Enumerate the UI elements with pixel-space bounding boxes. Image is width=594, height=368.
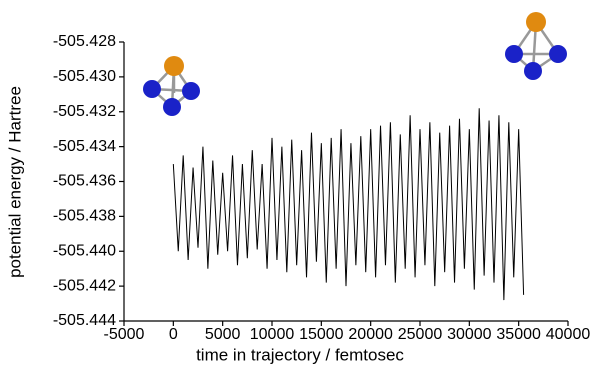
x-tick-label: 10000: [250, 326, 295, 343]
y-tick-label: -505.436: [53, 173, 116, 190]
x-tick-label: 0: [169, 326, 178, 343]
y-axis-label: potential energy / Hartree: [5, 86, 24, 278]
molecule-left: [143, 56, 200, 116]
line-series: [173, 108, 523, 300]
x-tick-label: 30000: [447, 326, 492, 343]
x-tick-label: 40000: [546, 326, 591, 343]
y-tick-label: -505.442: [53, 277, 116, 294]
x-tick-label: -5000: [104, 326, 145, 343]
y-tick-label: -505.432: [53, 103, 116, 120]
y-tick-label: -505.428: [53, 33, 116, 50]
x-tick-label: 35000: [496, 326, 541, 343]
y-tick-label: -505.434: [53, 138, 116, 155]
x-tick-label: 20000: [348, 326, 393, 343]
molecule-right: [505, 12, 567, 80]
chart: time in trajectory / femtosec potential …: [0, 0, 594, 368]
y-tick-label: -505.440: [53, 242, 116, 259]
y-tick-label: -505.430: [53, 68, 116, 85]
x-tick-label: 15000: [299, 326, 344, 343]
x-axis-label: time in trajectory / femtosec: [196, 345, 404, 364]
x-tick-label: 5000: [205, 326, 241, 343]
x-tick-label: 25000: [398, 326, 443, 343]
y-tick-label: -505.438: [53, 208, 116, 225]
